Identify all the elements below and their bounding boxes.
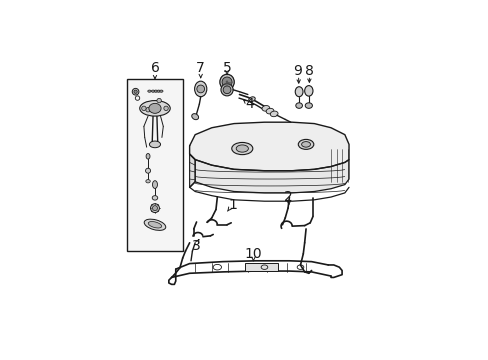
Text: 6: 6 — [150, 61, 159, 75]
Ellipse shape — [148, 221, 162, 228]
Ellipse shape — [145, 108, 150, 112]
Text: 4: 4 — [244, 97, 253, 111]
Ellipse shape — [147, 90, 151, 92]
Ellipse shape — [220, 74, 234, 90]
Ellipse shape — [145, 168, 150, 173]
Ellipse shape — [295, 87, 303, 97]
Ellipse shape — [149, 141, 160, 148]
Ellipse shape — [151, 90, 154, 92]
Ellipse shape — [262, 105, 269, 111]
Ellipse shape — [265, 108, 273, 114]
Ellipse shape — [191, 114, 198, 120]
Bar — [127, 79, 183, 251]
Polygon shape — [189, 122, 348, 171]
Ellipse shape — [152, 181, 157, 188]
Ellipse shape — [132, 89, 139, 95]
Ellipse shape — [146, 153, 150, 159]
Ellipse shape — [154, 90, 157, 92]
Ellipse shape — [134, 90, 137, 93]
Ellipse shape — [194, 81, 206, 97]
Text: 1: 1 — [228, 198, 237, 212]
Text: 5: 5 — [222, 61, 231, 75]
Ellipse shape — [304, 86, 312, 96]
Bar — [244, 263, 278, 271]
Ellipse shape — [157, 90, 160, 92]
Ellipse shape — [295, 103, 302, 108]
Ellipse shape — [231, 143, 252, 155]
Ellipse shape — [270, 111, 278, 117]
Ellipse shape — [150, 204, 159, 212]
Text: 10: 10 — [244, 247, 262, 261]
Ellipse shape — [157, 98, 161, 103]
Ellipse shape — [197, 85, 204, 93]
Polygon shape — [195, 159, 348, 193]
Text: 7: 7 — [196, 61, 204, 75]
Ellipse shape — [152, 195, 158, 200]
Ellipse shape — [236, 145, 248, 152]
Ellipse shape — [145, 180, 150, 183]
Ellipse shape — [222, 77, 232, 87]
Ellipse shape — [142, 106, 146, 111]
Ellipse shape — [148, 103, 161, 113]
Ellipse shape — [223, 86, 230, 94]
Ellipse shape — [144, 219, 165, 230]
Text: 2: 2 — [283, 190, 292, 204]
Ellipse shape — [163, 106, 168, 111]
Text: 3: 3 — [192, 239, 201, 253]
Ellipse shape — [301, 141, 310, 147]
Ellipse shape — [248, 97, 255, 102]
Ellipse shape — [140, 100, 170, 116]
Ellipse shape — [305, 103, 312, 108]
Text: 9: 9 — [293, 64, 302, 78]
Polygon shape — [189, 154, 195, 187]
Ellipse shape — [221, 84, 233, 96]
Ellipse shape — [298, 139, 313, 149]
Text: 8: 8 — [305, 64, 313, 78]
Ellipse shape — [152, 206, 157, 211]
Ellipse shape — [160, 90, 163, 92]
